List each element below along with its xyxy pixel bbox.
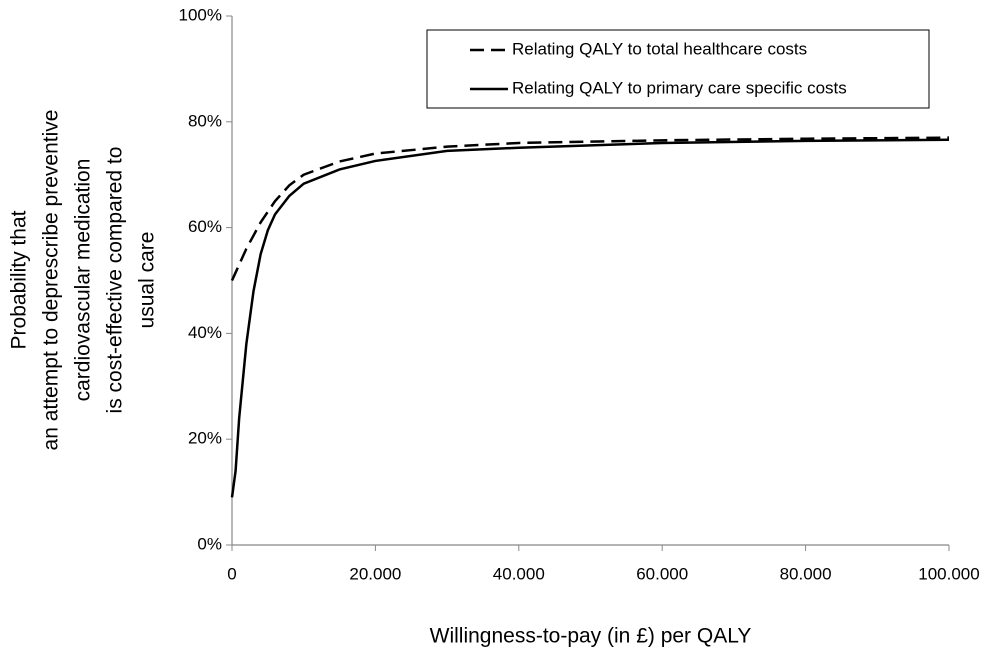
line-series <box>230 136 950 282</box>
legend-label: Relating QALY to primary care specific c… <box>512 78 847 97</box>
y-axis-title: Probability that <box>8 210 31 349</box>
y-tick-label: 0% <box>197 534 222 553</box>
x-tick-label: 20.000 <box>349 564 401 583</box>
legend-label: Relating QALY to total healthcare costs <box>512 39 807 58</box>
y-tick-label: 20% <box>188 429 222 448</box>
y-axis-title: usual care <box>136 232 159 329</box>
legend-box <box>426 29 930 109</box>
y-tick-label: 40% <box>188 323 222 342</box>
y-tick-label: 60% <box>188 217 222 236</box>
x-axis-title: Willingness-to-pay (in £) per QALY <box>430 625 752 648</box>
x-tick-label: 100.000 <box>918 564 979 583</box>
y-tick-label: 80% <box>188 111 222 130</box>
y-axis-title: an attempt to deprescribe preventive <box>40 110 63 451</box>
y-axis-title: cardiovascular medication <box>72 159 95 402</box>
x-tick-label: 40.000 <box>493 564 545 583</box>
x-tick-label: 80.000 <box>780 564 832 583</box>
legend: Relating QALY to total healthcare costs R… <box>426 29 930 109</box>
x-tick-label: 60.000 <box>636 564 688 583</box>
y-axis-title: is cost-effective compared to <box>104 147 127 414</box>
y-tick-label: 100% <box>179 5 222 24</box>
x-tick-label: 0 <box>227 564 236 583</box>
line-series <box>230 138 950 498</box>
